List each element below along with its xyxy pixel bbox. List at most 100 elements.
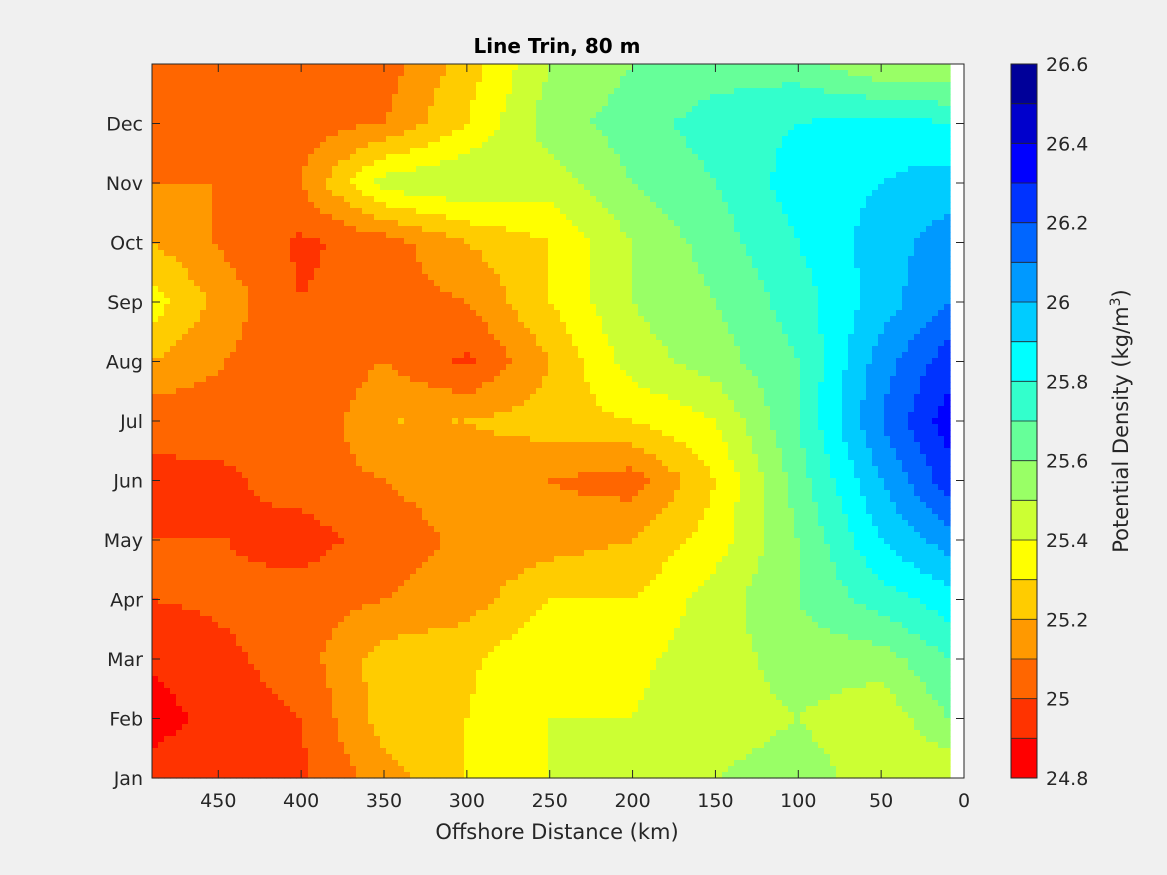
contour-cell <box>944 280 951 287</box>
contour-cell <box>194 136 201 143</box>
contour-cell <box>440 274 447 281</box>
contour-cell <box>560 250 567 257</box>
contour-cell <box>356 178 363 185</box>
contour-cell <box>482 124 489 131</box>
contour-cell <box>746 226 753 233</box>
contour-cell <box>704 202 711 209</box>
contour-cell <box>764 142 771 149</box>
contour-cell <box>854 262 861 269</box>
contour-cell <box>308 286 315 293</box>
contour-cell <box>632 196 639 203</box>
contour-cell <box>548 154 555 161</box>
contour-cell <box>770 136 777 143</box>
contour-cell <box>350 184 357 191</box>
contour-cell <box>326 130 333 137</box>
contour-cell <box>944 154 951 161</box>
contour-cell <box>566 268 573 275</box>
contour-cell <box>560 88 567 95</box>
contour-cell <box>872 94 879 101</box>
contour-cell <box>530 196 537 203</box>
contour-cell <box>590 196 597 203</box>
contour-cell <box>170 94 177 101</box>
contour-cell <box>926 244 933 251</box>
contour-cell <box>320 166 327 173</box>
contour-cell <box>500 286 507 293</box>
contour-cell <box>296 232 303 239</box>
contour-cell <box>200 262 207 269</box>
contour-cell <box>650 76 657 83</box>
contour-cell <box>362 280 369 287</box>
contour-cell <box>584 148 591 155</box>
contour-cell <box>266 136 273 143</box>
contour-cell <box>854 190 861 197</box>
contour-cell <box>926 262 933 269</box>
contour-cell <box>506 232 513 239</box>
contour-cell <box>938 262 945 269</box>
contour-cell <box>500 256 507 263</box>
contour-cell <box>488 76 495 83</box>
contour-cell <box>644 112 651 119</box>
contour-cell <box>374 178 381 185</box>
contour-cell <box>908 268 915 275</box>
contour-cell <box>572 64 579 71</box>
contour-cell <box>686 190 693 197</box>
contour-cell <box>656 70 663 77</box>
contour-cell <box>188 70 195 77</box>
contour-cell <box>458 70 465 77</box>
contour-cell <box>158 64 165 71</box>
contour-cell <box>284 244 291 251</box>
contour-cell <box>740 124 747 131</box>
contour-cell <box>686 262 693 269</box>
contour-cell <box>794 184 801 191</box>
contour-cell <box>458 142 465 149</box>
contour-cell <box>752 202 759 209</box>
contour-cell <box>464 166 471 173</box>
contour-cell <box>830 118 837 125</box>
contour-cell <box>680 100 687 107</box>
contour-cell <box>674 124 681 131</box>
contour-cell <box>224 64 231 71</box>
contour-cell <box>728 232 735 239</box>
contour-cell <box>272 184 279 191</box>
contour-cell <box>596 154 603 161</box>
contour-cell <box>308 178 315 185</box>
contour-cell <box>890 208 897 215</box>
contour-cell <box>284 262 291 269</box>
contour-cell <box>230 286 237 293</box>
contour-cell <box>530 220 537 227</box>
contour-cell <box>578 274 585 281</box>
contour-cell <box>608 208 615 215</box>
contour-cell <box>788 100 795 107</box>
contour-cell <box>824 268 831 275</box>
contour-cell <box>518 244 525 251</box>
contour-cell <box>314 208 321 215</box>
contour-cell <box>542 76 549 83</box>
contour-cell <box>782 70 789 77</box>
contour-cell <box>284 160 291 167</box>
contour-cell <box>938 226 945 233</box>
contour-cell <box>254 196 261 203</box>
contour-cell <box>554 94 561 101</box>
contour-cell <box>746 220 753 227</box>
contour-cell <box>398 154 405 161</box>
contour-cell <box>764 148 771 155</box>
contour-cell <box>608 136 615 143</box>
contour-cell <box>878 280 885 287</box>
contour-cell <box>794 202 801 209</box>
contour-cell <box>698 208 705 215</box>
contour-cell <box>386 250 393 257</box>
contour-cell <box>716 250 723 257</box>
contour-cell <box>446 106 453 113</box>
contour-cell <box>296 250 303 257</box>
contour-cell <box>872 238 879 245</box>
contour-cell <box>842 70 849 77</box>
contour-cell <box>854 106 861 113</box>
contour-cell <box>602 202 609 209</box>
contour-cell <box>440 100 447 107</box>
contour-cell <box>800 154 807 161</box>
contour-cell <box>860 280 867 287</box>
contour-cell <box>596 64 603 71</box>
contour-cell <box>554 256 561 263</box>
contour-cell <box>470 70 477 77</box>
contour-cell <box>728 160 735 167</box>
